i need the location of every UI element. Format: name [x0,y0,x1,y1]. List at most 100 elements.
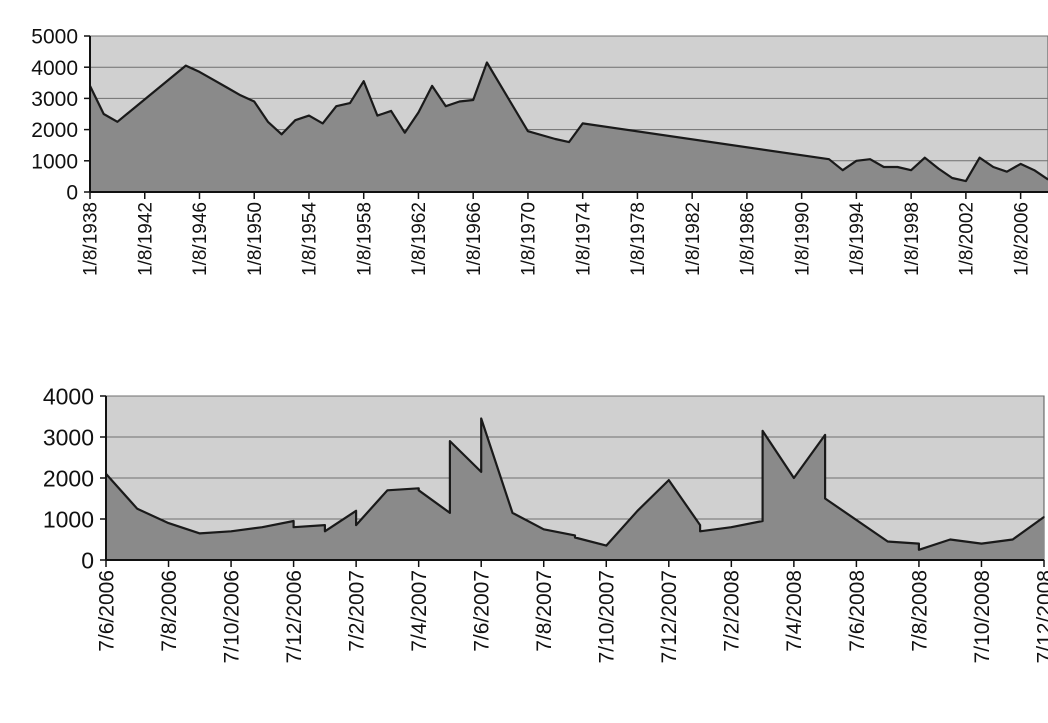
data-point [910,169,912,171]
data-point [417,489,420,492]
data-point [761,520,764,522]
data-point [404,131,406,134]
x-tick-label: 1/8/1950 [245,202,266,276]
data-point [699,530,701,533]
data-point [699,524,701,526]
data-point [292,526,295,528]
data-point [486,61,488,64]
data-point [321,122,324,125]
x-tick-label: 1/8/1970 [519,202,540,276]
x-tick-label: 7/12/2008 [1033,570,1048,663]
x-tick-label: 7/2/2007 [345,570,368,652]
data-point [1033,169,1036,171]
series-area [106,418,1044,560]
x-tick-label: 7/6/2007 [471,570,494,652]
data-point [185,64,187,67]
data-point [1011,538,1014,541]
data-point [668,479,670,481]
data-point [568,141,570,143]
x-tick-label: 7/2/2008 [721,570,744,652]
y-tick-label: 0 [81,547,94,573]
x-tick-label: 7/12/2006 [283,570,306,663]
data-point [511,512,514,514]
data-point [978,156,981,159]
data-point [542,528,545,531]
data-point [554,138,557,140]
x-tick-label: 1/8/1966 [464,202,485,276]
data-point [480,471,483,473]
data-point [824,434,826,436]
data-point [136,508,139,510]
data-point [294,119,297,121]
x-tick-label: 7/10/2007 [596,570,619,663]
x-tick-label: 1/8/1938 [81,202,102,276]
data-point [636,510,639,512]
x-tick-label: 7/10/2006 [220,570,243,663]
data-point [386,489,389,492]
data-point [896,166,899,168]
y-tick-label: 1000 [31,150,78,173]
data-point [918,542,920,545]
data-point [1006,170,1008,173]
x-tick-label: 1/8/1986 [738,202,759,276]
x-tick-label: 7/6/2006 [95,570,118,652]
data-point [480,417,483,420]
data-point [918,549,920,551]
data-point [355,510,357,512]
x-tick-label: 1/8/1998 [902,202,923,276]
x-tick-label: 1/8/1982 [683,202,704,276]
data-point [527,130,529,132]
x-tick-label: 1/8/1954 [300,202,321,276]
x-tick-label: 1/8/1978 [628,202,649,276]
data-point [869,158,871,160]
x-tick-label: 7/4/2007 [408,570,431,652]
x-tick-label: 7/12/2007 [658,570,681,663]
data-point [376,114,379,117]
x-tick-label: 1/8/1974 [573,202,594,276]
data-point [308,114,310,117]
x-tick-label: 7/8/2008 [908,570,931,652]
data-point [841,169,844,171]
data-point [458,100,461,103]
data-point [965,180,967,182]
series-area [90,62,1048,192]
data-point [212,78,214,81]
data-point [980,542,983,545]
data-point [230,530,232,533]
data-point [417,487,420,490]
data-point [324,524,326,526]
data-point [828,158,830,160]
data-point [1019,163,1022,165]
y-tick-label: 2000 [31,119,78,142]
x-tick-label: 1/8/1994 [847,202,868,276]
data-point [267,121,269,123]
data-point [761,430,764,432]
data-point [362,80,365,82]
data-point [793,477,795,479]
data-point [924,156,926,159]
data-point [324,530,326,533]
data-point [226,86,228,89]
y-tick-label: 5000 [31,26,78,49]
chart-2: 0 1000 2000 3000 4000 7/6/2006 7/8/2006 7/10/20… [43,383,1048,663]
x-tick-label: 1/8/2006 [1011,202,1032,276]
y-tick-label: 0 [66,182,78,205]
data-point [574,536,576,539]
x-tick-label: 7/4/2008 [783,570,806,652]
data-point [167,522,170,524]
data-point [472,99,475,101]
x-tick-label: 7/8/2007 [533,570,556,652]
x-tick-label: 1/8/1990 [792,202,813,276]
y-tick-label: 4000 [43,383,94,409]
data-point [292,520,295,522]
x-tick-label: 1/8/2002 [957,202,978,276]
data-point [949,538,951,541]
y-tick-label: 1000 [43,506,94,532]
data-point [574,534,576,537]
data-point [199,532,201,535]
x-tick-label: 1/8/1958 [354,202,375,276]
data-point [449,512,451,514]
data-point [280,133,283,136]
data-point [116,121,119,123]
